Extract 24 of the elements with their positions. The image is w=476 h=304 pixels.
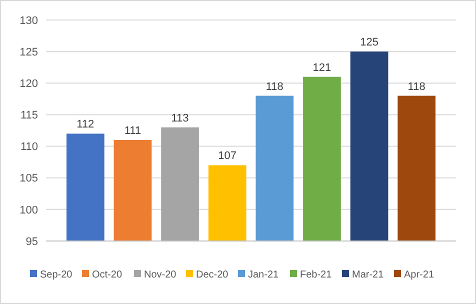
y-tick-label: 130: [20, 14, 38, 27]
legend-label: Nov-20: [144, 270, 177, 280]
legend-label: Mar-21: [352, 270, 384, 280]
data-label: 113: [171, 112, 189, 124]
data-label: 112: [76, 118, 94, 131]
y-tick-label: 100: [20, 204, 38, 216]
data-label: 111: [124, 124, 142, 137]
legend-label: Sep-20: [40, 270, 73, 280]
y-tick-label: 105: [20, 172, 38, 185]
y-tick-label: 115: [20, 110, 38, 122]
y-tick-label: 95: [26, 236, 38, 248]
legend-label: Oct-20: [92, 270, 122, 280]
legend-label: Apr-21: [404, 270, 434, 280]
y-tick-label: 110: [20, 141, 38, 154]
data-label: 125: [360, 36, 378, 49]
y-tick-label: 125: [20, 46, 38, 58]
legend-label: Dec-20: [196, 270, 229, 280]
data-label: 118: [266, 80, 284, 93]
y-tick-label: 120: [20, 78, 38, 90]
legend-label: Jan-21: [248, 270, 280, 280]
data-label: 118: [408, 80, 426, 93]
data-label: 121: [312, 62, 332, 74]
data-label: 107: [218, 150, 237, 162]
legend-label: Feb-21: [300, 270, 332, 280]
